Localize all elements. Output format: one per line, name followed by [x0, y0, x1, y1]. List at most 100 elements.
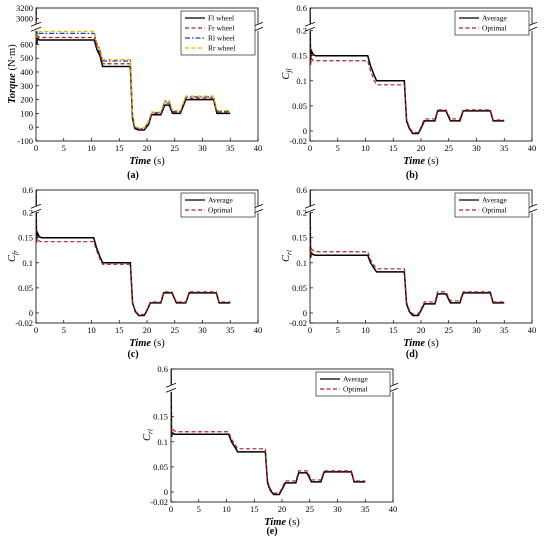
- y-axis-label-subscript: fl: [285, 68, 294, 72]
- axis-break-mask: [254, 23, 262, 31]
- y-tick-label: 200: [20, 95, 33, 105]
- y-axis-label: Cfr: [7, 250, 20, 262]
- x-tick-label: 0: [34, 143, 38, 153]
- y-tick-label: 0.15: [292, 51, 307, 61]
- x-tick-label: 0: [308, 325, 312, 335]
- legend-label: Rr wheel: [208, 44, 235, 53]
- legend-box: [315, 371, 391, 397]
- series-line-average: [171, 369, 366, 496]
- series-line-optimal: [310, 190, 505, 315]
- x-axis-label-unit: (s): [151, 156, 165, 167]
- x-axis-label-main: Time: [403, 156, 425, 167]
- x-tick-label: 25: [445, 143, 454, 153]
- y-tick-label: 100: [20, 108, 33, 118]
- series-group: [310, 8, 505, 135]
- x-tick-label: 40: [528, 143, 537, 153]
- panel-caption: (a): [127, 170, 139, 181]
- series-line-fr-wheel: [36, 8, 231, 130]
- y-tick-label: -0.02: [15, 318, 33, 328]
- y-tick-label: 0.6: [22, 185, 33, 195]
- legend-label: Rl wheel: [208, 34, 235, 43]
- y-tick-label: 0.2: [296, 208, 307, 218]
- axis-break-mask: [528, 205, 536, 213]
- y-tick-label: 0.2: [296, 26, 307, 36]
- legend-label: Average: [343, 375, 369, 384]
- y-tick-label: 0: [303, 126, 307, 136]
- x-tick-label: 0: [308, 143, 312, 153]
- axis-break-mask: [32, 23, 40, 31]
- legend-label: Fl wheel: [208, 14, 234, 23]
- y-tick-label: 500: [20, 53, 33, 63]
- axis-break-mark: [304, 208, 316, 214]
- y-axis-label-subscript: rl: [285, 250, 294, 255]
- x-tick-label: 5: [62, 325, 66, 335]
- panel-caption: (e): [266, 526, 277, 537]
- x-tick-label: 0: [34, 325, 38, 335]
- x-tick-label: 20: [417, 143, 426, 153]
- x-tick-label: 5: [336, 325, 340, 335]
- x-tick-label: 30: [333, 504, 342, 514]
- y-tick-label: 0.6: [157, 364, 168, 374]
- legend-box: [454, 192, 530, 218]
- y-tick-label: 0: [29, 308, 33, 318]
- y-tick-label: 0.1: [296, 76, 307, 86]
- x-axis-label-unit: (s): [425, 156, 439, 167]
- y-tick-label: 3200: [16, 3, 33, 13]
- y-axis-label-subscript: rl: [146, 429, 155, 434]
- y-axis-label: Crl: [281, 250, 294, 262]
- x-tick-label: 20: [417, 325, 426, 335]
- series-line-average: [310, 8, 505, 135]
- axis-break-mark: [30, 21, 42, 27]
- y-axis-label-main: C: [281, 254, 292, 262]
- axis-break-mask: [306, 205, 314, 213]
- x-tick-label: 15: [115, 143, 124, 153]
- axis-break-mask: [254, 205, 262, 213]
- y-tick-label: 3000: [16, 14, 33, 24]
- axis-break-mark: [30, 26, 42, 32]
- legend-box: [180, 192, 256, 218]
- x-axis-label-unit: (s): [286, 517, 300, 528]
- legend-label: Optimal: [482, 206, 507, 215]
- y-tick-label: -0.02: [289, 318, 307, 328]
- y-tick-label: 0.6: [296, 185, 307, 195]
- x-axis-label-main: Time: [403, 338, 425, 349]
- axis-break-mask: [306, 23, 314, 31]
- series-line-rl-wheel: [36, 8, 231, 130]
- x-axis-label-main: Time: [129, 156, 151, 167]
- x-axis-label: Time (s): [403, 156, 439, 167]
- y-tick-label: 0.2: [22, 208, 33, 218]
- y-tick-label: 0.15: [292, 233, 307, 243]
- y-tick-label: 0.1: [157, 437, 168, 447]
- y-axis-label: Crl: [142, 429, 155, 441]
- axis-break-mark: [304, 21, 316, 27]
- y-axis-label-unit: (N·m): [7, 44, 18, 73]
- panel-caption: (d): [406, 349, 418, 360]
- x-tick-label: 10: [361, 325, 370, 335]
- legend-label: Optimal: [482, 24, 507, 33]
- y-tick-label: 0.6: [296, 3, 307, 13]
- panel-b: 0 5 10 15 20 25 30 35 40 0.6 0.2 0.15 0.1 0.05 0-0.02 T…: [281, 3, 538, 181]
- series-group: [36, 190, 231, 317]
- y-tick-label: 0.1: [296, 258, 307, 268]
- y-tick-label: 0.05: [292, 101, 307, 111]
- series-line-average: [36, 190, 231, 317]
- axis-break-mark: [165, 382, 177, 388]
- panel-caption: (c): [127, 349, 138, 360]
- series-line-rr-wheel: [36, 8, 231, 129]
- x-tick-label: 20: [143, 325, 152, 335]
- x-tick-label: 10: [222, 504, 231, 514]
- x-tick-label: 30: [472, 143, 481, 153]
- x-tick-label: 5: [197, 504, 201, 514]
- axis-break-mark: [30, 203, 42, 209]
- axis-break-mark: [304, 26, 316, 32]
- x-axis-label-unit: (s): [151, 338, 165, 349]
- x-tick-label: 40: [389, 504, 398, 514]
- x-tick-label: 35: [500, 143, 509, 153]
- y-tick-label: 0: [29, 122, 33, 132]
- series-line-average: [310, 190, 505, 317]
- x-tick-label: 35: [226, 325, 235, 335]
- x-tick-label: 10: [87, 325, 96, 335]
- y-axis-label-main: Torque: [7, 73, 18, 104]
- y-axis-label-main: C: [142, 433, 153, 441]
